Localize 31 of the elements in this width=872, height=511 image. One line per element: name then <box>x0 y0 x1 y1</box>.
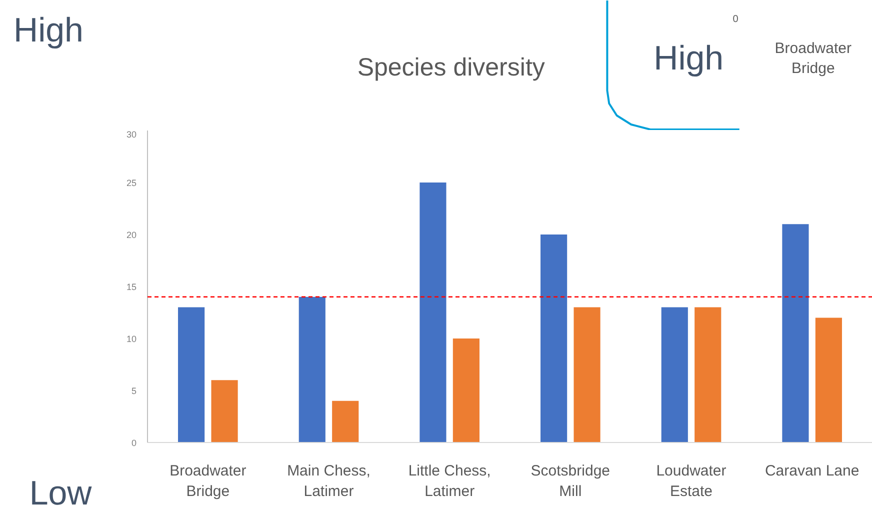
x-tick-label: Scotsbridge Mill <box>530 462 610 500</box>
bar <box>661 307 688 442</box>
y-tick-label: 20 <box>126 230 137 240</box>
bar <box>178 307 205 442</box>
bar <box>332 400 359 442</box>
bar <box>815 318 842 442</box>
bar <box>420 182 446 442</box>
bar <box>694 307 722 442</box>
y-tick-label: 25 <box>126 178 137 188</box>
bar <box>540 234 568 442</box>
x-tick-label: Caravan Lane <box>764 462 860 480</box>
bar <box>574 307 600 442</box>
text: Broadwater Bridge <box>774 40 852 78</box>
y-tick-label: 15 <box>126 282 137 292</box>
y-tick-label: 30 <box>126 130 137 140</box>
text: Low <box>29 474 92 511</box>
bar <box>298 296 326 442</box>
bar <box>782 224 809 442</box>
x-tick-label: Broadwater Bridge <box>170 462 246 500</box>
x-tick-label: Little Chess, Latimer <box>408 462 491 500</box>
x-tick-label: Main Chess, Latimer <box>287 462 370 500</box>
y-tick-label: 10 <box>126 334 137 344</box>
y-tick-label: 5 <box>131 386 137 396</box>
x-tick-label: Loudwater Estate <box>656 462 726 500</box>
bar <box>211 380 238 442</box>
text: High <box>654 40 724 78</box>
y-tick-label: 0 <box>131 438 137 448</box>
text: High <box>14 12 84 50</box>
chart-title: Species diversity <box>357 54 546 82</box>
text: 0 <box>732 14 739 25</box>
bar <box>452 338 480 442</box>
